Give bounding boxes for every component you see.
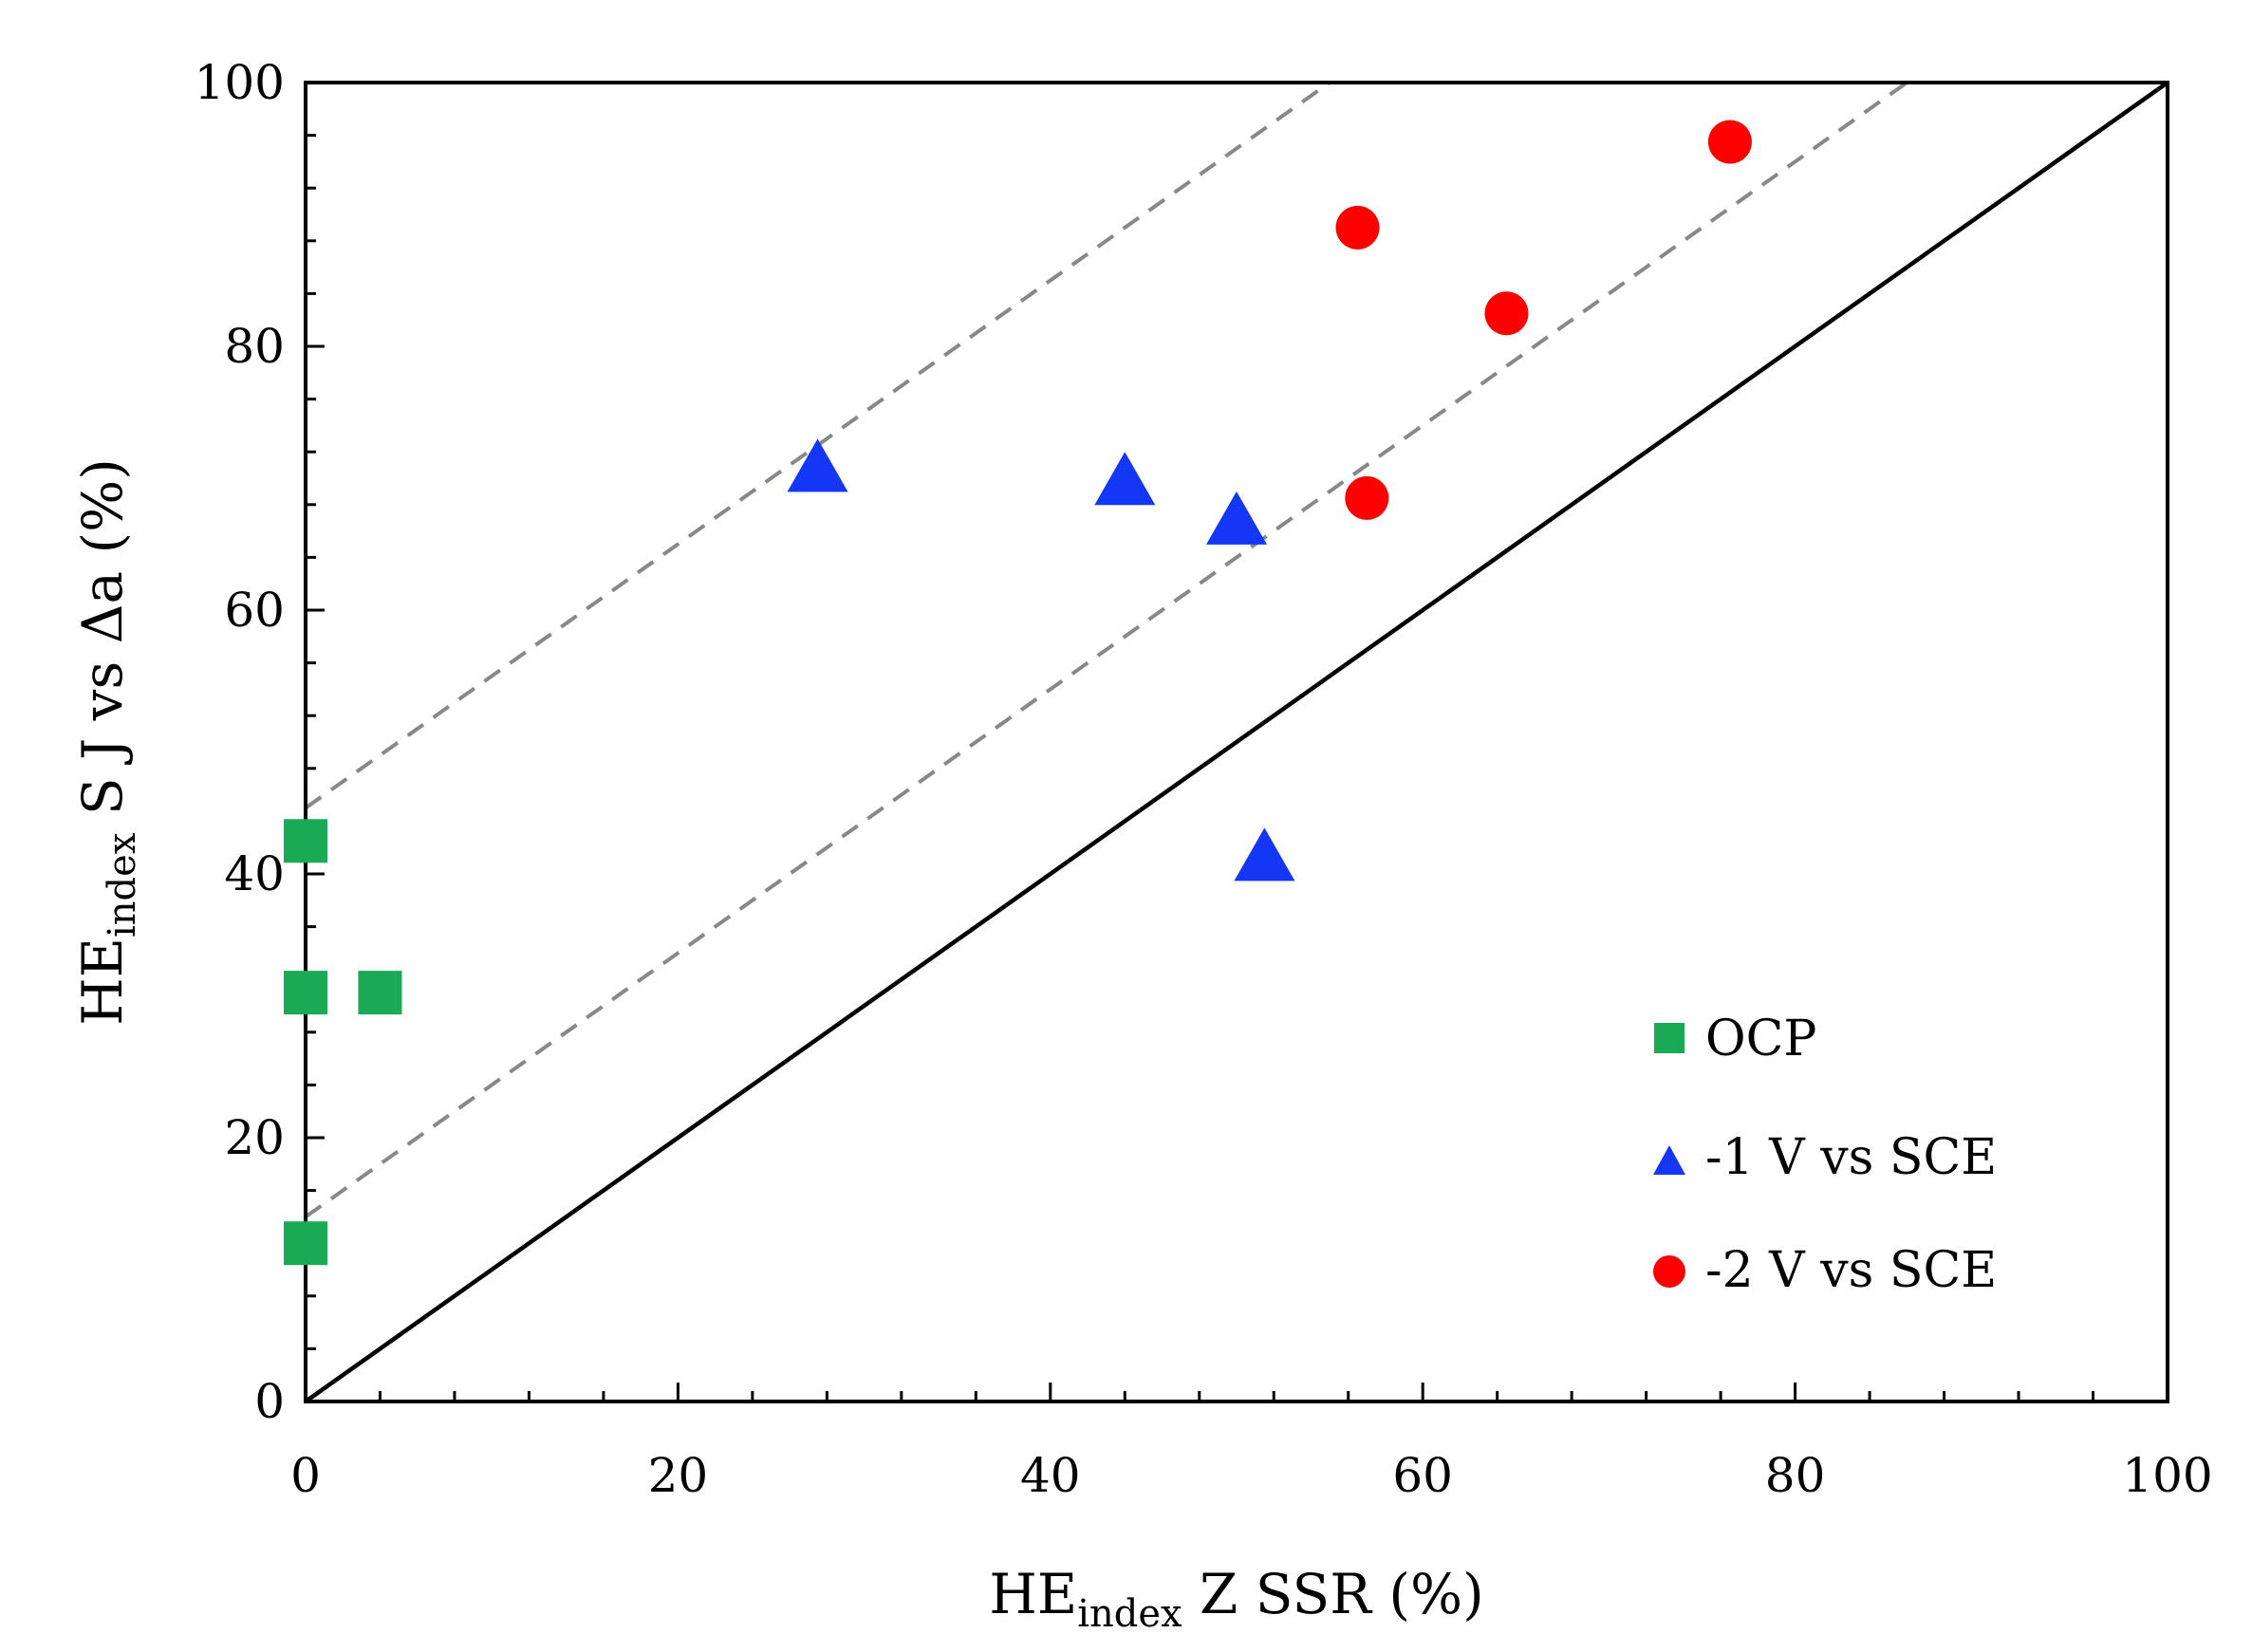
plot-frame <box>304 81 2169 1403</box>
legend: OCP -1 V vs SCE -2 V vs SCE <box>1653 1011 1997 1299</box>
reference-line-offset-low <box>304 81 1908 1219</box>
y-tick-labels: 0 20 40 60 80 100 <box>195 55 285 1429</box>
x-tick-label: 60 <box>1392 1448 1453 1503</box>
x-tick-label: 80 <box>1765 1448 1826 1503</box>
x-axis-title: HEindex Z SSR (%) <box>989 1562 1483 1636</box>
data-point-circle <box>1345 475 1389 520</box>
x-tick-label: 0 <box>290 1448 321 1503</box>
x-tick-label: 100 <box>2122 1448 2212 1503</box>
y-tick-label: 0 <box>254 1374 285 1429</box>
data-points <box>284 120 1752 1266</box>
data-point-circle <box>1484 291 1529 336</box>
legend-label-minus1v: -1 V vs SCE <box>1705 1129 1997 1186</box>
data-point-triangle <box>1206 491 1267 545</box>
x-tick-label: 40 <box>1020 1448 1081 1503</box>
data-point-triangle <box>1234 827 1295 882</box>
data-point-square <box>284 1221 327 1266</box>
data-point-triangle <box>787 438 848 492</box>
legend-label-minus2v: -2 V vs SCE <box>1705 1242 1997 1299</box>
legend-marker-minus1v <box>1653 1145 1685 1175</box>
y-tick-label: 80 <box>224 319 285 374</box>
y-tick-label: 100 <box>195 55 285 110</box>
legend-marker-ocp <box>1654 1023 1684 1053</box>
y-axis-title: HEindex S J vs Δa (%) <box>70 458 144 1026</box>
data-point-triangle <box>1094 452 1156 506</box>
y-tick-label: 40 <box>224 846 285 901</box>
x-tick-label: 20 <box>648 1448 709 1503</box>
legend-label-ocp: OCP <box>1705 1011 1816 1067</box>
reference-lines <box>304 81 2169 1403</box>
reference-line-identity <box>304 81 2169 1403</box>
data-point-square <box>358 971 402 1015</box>
x-tick-labels: 0 20 40 60 80 100 <box>290 1448 2213 1503</box>
legend-marker-minus2v <box>1653 1255 1685 1288</box>
data-point-square <box>284 971 327 1015</box>
data-point-square <box>284 819 327 863</box>
y-tick-label: 20 <box>224 1110 285 1165</box>
data-point-circle <box>1707 120 1752 164</box>
data-point-circle <box>1335 205 1380 250</box>
y-tick-label: 60 <box>224 583 285 638</box>
